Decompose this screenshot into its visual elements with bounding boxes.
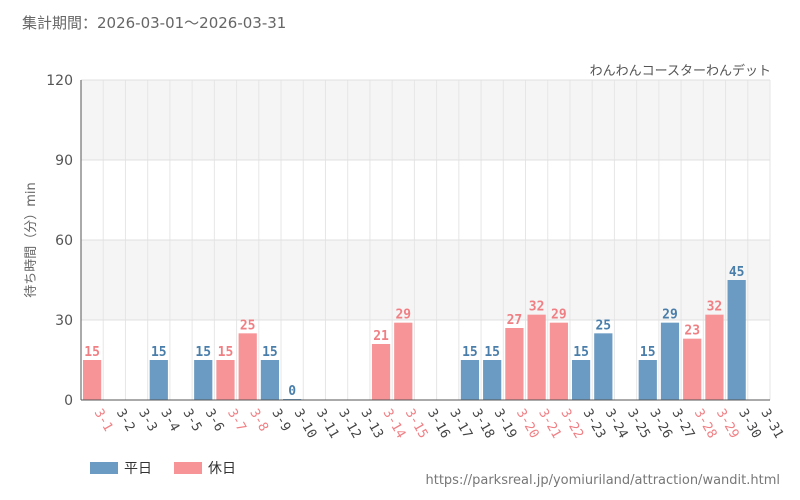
- x-tick-label: 3-2: [113, 407, 138, 435]
- source-url: https://parksreal.jp/yomiuriland/attract…: [425, 473, 781, 488]
- legend-weekday: 平日: [90, 458, 152, 478]
- x-tick-label: 3-31: [757, 407, 786, 442]
- bar-value-label: 32: [707, 300, 723, 315]
- bar: [260, 360, 280, 400]
- bar: [371, 344, 391, 400]
- bar: [394, 322, 413, 400]
- x-tick-label: 3-6: [202, 407, 227, 435]
- bar-value-label: 21: [373, 329, 389, 344]
- bar-value-label: 27: [507, 313, 523, 328]
- y-axis-label: 待ち時間（分）min: [24, 182, 39, 298]
- bar-value-label: 15: [84, 345, 100, 360]
- bar: [83, 360, 102, 400]
- bar: [571, 360, 591, 400]
- y-tick-label: 90: [55, 153, 73, 169]
- y-tick-label: 30: [55, 313, 73, 329]
- bar: [238, 333, 257, 400]
- bar-value-label: 15: [262, 345, 278, 360]
- bar-value-label: 25: [240, 318, 256, 333]
- plot-band: [81, 80, 770, 160]
- bar: [705, 314, 724, 400]
- y-tick-label: 120: [46, 73, 73, 89]
- x-tick-labels: 3-13-23-33-43-53-63-73-83-93-103-113-123…: [91, 407, 786, 442]
- bar: [638, 360, 657, 400]
- plot-band: [81, 240, 770, 320]
- bar-value-label: 29: [551, 308, 567, 323]
- bar: [727, 280, 746, 400]
- legend-weekday-label: 平日: [124, 461, 152, 477]
- bar-value-label: 45: [729, 265, 745, 280]
- bar-value-label: 15: [484, 345, 500, 360]
- y-tick-label: 0: [64, 393, 73, 409]
- y-tick-labels: 0 30 60 90 120: [46, 73, 73, 409]
- chart-title: わんわんコースターわんデット: [589, 64, 771, 79]
- bar: [460, 360, 480, 400]
- legend-weekday-swatch: [90, 462, 118, 474]
- bar: [594, 333, 613, 400]
- x-tick-label: 3-3: [135, 407, 160, 435]
- bar: [483, 360, 502, 400]
- bar-value-label: 29: [395, 308, 411, 323]
- legend: 平日 休日: [90, 458, 258, 478]
- plot-background: [81, 80, 770, 400]
- x-tick-label: 3-8: [246, 407, 271, 435]
- bar-value-label: 32: [529, 300, 545, 315]
- bar: [149, 360, 168, 400]
- bar-value-label: 15: [640, 345, 656, 360]
- bar: [194, 360, 213, 400]
- bar-value-label: 15: [462, 345, 478, 360]
- bar-value-label: 0: [288, 384, 296, 399]
- bar-value-label: 15: [573, 345, 589, 360]
- bar-value-labels: 15 15 15 15 25 15 0 21 29 15 15 27 32 29 15 25 15 29 23 32 4…: [84, 265, 744, 399]
- period-label: 集計期間：2026-03-01～2026-03-31: [22, 14, 287, 32]
- legend-holiday: 休日: [174, 458, 236, 478]
- bars: [83, 280, 746, 400]
- legend-holiday-label: 休日: [208, 461, 236, 477]
- x-tick-label: 3-7: [224, 407, 249, 435]
- x-tick-label: 3-5: [180, 407, 205, 435]
- plot-band: [81, 160, 770, 240]
- bar-value-label: 23: [684, 324, 700, 339]
- x-tick-label: 3-1: [91, 407, 116, 435]
- bar-value-label: 15: [151, 345, 167, 360]
- y-tick-label: 60: [55, 233, 73, 249]
- bar-value-label: 25: [595, 318, 611, 333]
- axes: [80, 80, 770, 401]
- bar: [549, 322, 568, 400]
- bar: [216, 360, 235, 400]
- x-tick-label: 3-9: [268, 407, 293, 435]
- bar: [683, 338, 702, 400]
- legend-holiday-swatch: [174, 462, 202, 474]
- bar: [505, 328, 524, 400]
- bar: [527, 314, 546, 400]
- x-tick-label: 3-4: [157, 407, 182, 435]
- bar: [660, 322, 680, 400]
- bar-value-label: 15: [218, 345, 234, 360]
- bar-value-label: 29: [662, 308, 678, 323]
- bar-value-label: 15: [195, 345, 211, 360]
